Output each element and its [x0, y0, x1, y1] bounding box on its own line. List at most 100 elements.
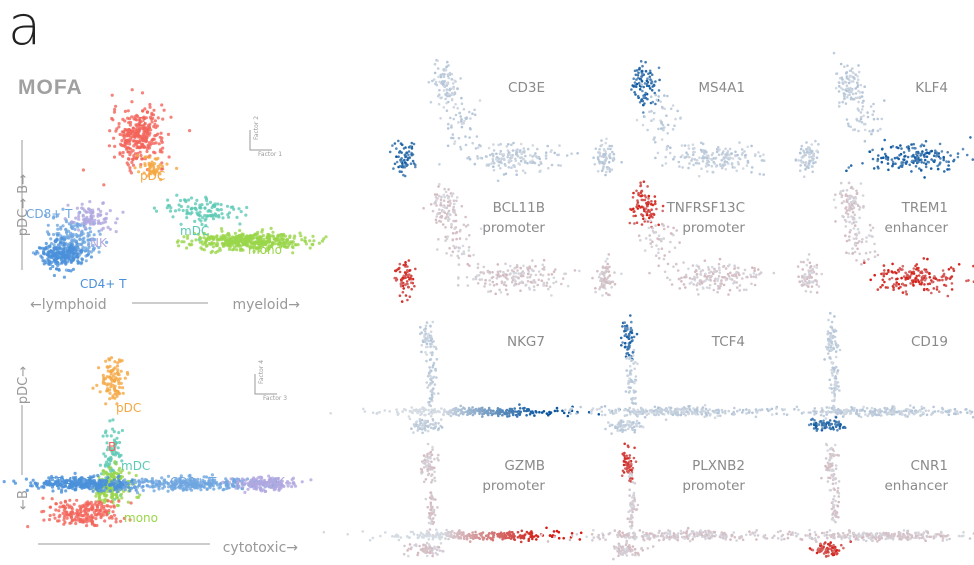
- data-point: [663, 270, 667, 274]
- data-point: [604, 266, 608, 270]
- data-point: [81, 245, 85, 249]
- data-point: [804, 168, 807, 171]
- data-point: [506, 293, 509, 296]
- data-point: [255, 241, 259, 245]
- data-point: [188, 129, 192, 133]
- data-point: [606, 257, 609, 261]
- data-point: [861, 162, 864, 165]
- data-point: [924, 165, 928, 169]
- data-point: [110, 116, 114, 121]
- data-point: [716, 279, 719, 283]
- data-point: [168, 209, 173, 213]
- data-point: [478, 99, 482, 102]
- data-point: [900, 162, 903, 166]
- data-point: [436, 212, 439, 216]
- data-point: [837, 85, 841, 88]
- data-point: [237, 240, 241, 244]
- data-point: [203, 206, 207, 210]
- data-point: [55, 238, 59, 242]
- data-point: [640, 75, 643, 78]
- data-point: [187, 198, 191, 202]
- data-point: [410, 281, 413, 285]
- data-point: [77, 217, 81, 221]
- data-point: [72, 220, 76, 225]
- data-point: [140, 91, 145, 95]
- data-point: [64, 253, 68, 257]
- data-point: [62, 247, 66, 251]
- data-point: [806, 258, 809, 262]
- data-point: [713, 267, 716, 271]
- data-point: [198, 203, 202, 207]
- data-point: [506, 277, 509, 281]
- data-point: [110, 475, 114, 479]
- data-point: [70, 507, 74, 511]
- data-point: [628, 221, 632, 225]
- data-point: [143, 135, 147, 139]
- data-point: [397, 139, 400, 143]
- data-point: [205, 237, 209, 241]
- data-point: [442, 199, 446, 202]
- data-point: [55, 223, 60, 227]
- data-point: [77, 211, 81, 216]
- data-point: [412, 162, 416, 165]
- data-point: [225, 204, 230, 208]
- data-point: [388, 150, 392, 154]
- data-point: [199, 246, 203, 250]
- data-point: [510, 269, 514, 272]
- data-point: [842, 92, 846, 95]
- data-point: [137, 145, 141, 149]
- data-point: [634, 85, 638, 88]
- data-point: [750, 144, 753, 148]
- data-point: [733, 267, 736, 271]
- data-point: [103, 463, 107, 467]
- data-point: [117, 122, 121, 126]
- data-point: [49, 237, 53, 241]
- data-point: [522, 151, 526, 154]
- data-point: [651, 240, 654, 243]
- data-point: [702, 280, 705, 284]
- data-point: [862, 114, 865, 118]
- data-point: [712, 288, 716, 292]
- data-point: [459, 77, 462, 80]
- data-point: [90, 508, 94, 512]
- data-point: [398, 262, 402, 266]
- data-point: [52, 246, 56, 250]
- data-point: [646, 128, 649, 132]
- data-point: [666, 225, 670, 229]
- data-point: [241, 243, 246, 247]
- data-point: [900, 276, 903, 280]
- data-point: [158, 484, 162, 488]
- data-point: [67, 268, 71, 273]
- data-point: [451, 192, 455, 195]
- data-point: [402, 281, 405, 285]
- data-point: [204, 224, 208, 228]
- data-point: [60, 260, 64, 264]
- data-point: [710, 153, 714, 157]
- data-point: [121, 133, 125, 137]
- data-point: [853, 224, 857, 227]
- data-point: [442, 106, 446, 109]
- data-point: [497, 143, 501, 147]
- data-point: [744, 154, 747, 157]
- data-point: [391, 144, 394, 147]
- data-point: [252, 249, 256, 254]
- data-point: [221, 233, 225, 238]
- data-point: [69, 510, 73, 514]
- data-point: [108, 397, 112, 401]
- data-point: [532, 285, 536, 288]
- data-point: [460, 119, 463, 123]
- data-point: [404, 155, 407, 159]
- data-point: [923, 176, 926, 179]
- data-point: [471, 141, 475, 145]
- data-point: [602, 274, 606, 278]
- data-point: [845, 75, 849, 78]
- data-point: [400, 151, 403, 154]
- data-point: [660, 138, 664, 141]
- data-point: [105, 375, 109, 379]
- data-point: [154, 209, 159, 213]
- data-point: [240, 477, 244, 481]
- data-point: [759, 271, 763, 274]
- data-point: [928, 272, 931, 275]
- data-point: [143, 163, 147, 168]
